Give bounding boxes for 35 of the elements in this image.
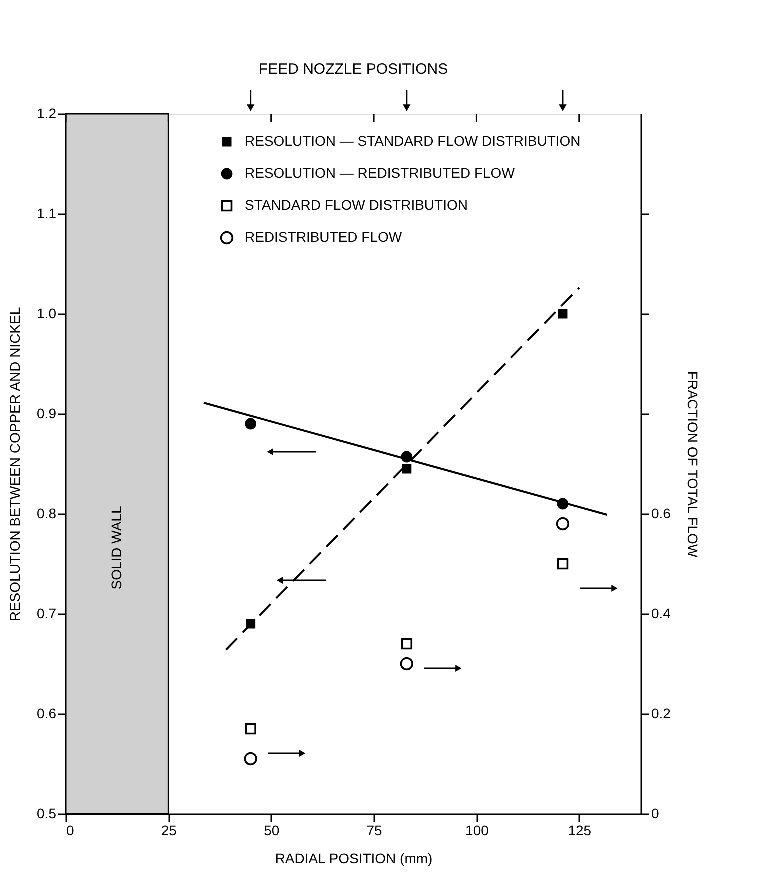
y2-tick-label: 0.2: [652, 706, 672, 722]
y-tick-label: 1.1: [37, 206, 57, 222]
legend-label: STANDARD FLOW DISTRIBUTION: [245, 197, 468, 213]
y2-tick-label: 0: [652, 806, 660, 822]
text: FEED NOZZLE POSITIONS: [258, 61, 448, 78]
point: [245, 723, 256, 735]
y-tick-label: 0.5: [37, 806, 57, 822]
y2-tick-label: 0.4: [652, 606, 672, 622]
x-tick-label: 25: [161, 822, 178, 838]
y-tick-label: 0.7: [37, 606, 57, 622]
y-tick-label: 0.9: [37, 406, 57, 422]
legend-label: REDISTRIBUTED FLOW: [245, 229, 403, 245]
y2-axis-title: FRACTION OF TOTAL FLOW: [684, 371, 701, 558]
y-tick-label: 1.2: [37, 106, 57, 122]
y-tick-label: 1.0: [37, 306, 57, 322]
y-axis-title: RESOLUTION BETWEEN COPPER AND NICKEL: [7, 307, 24, 622]
x-tick-label: 100: [466, 822, 490, 838]
point: [400, 657, 414, 671]
legend-label: RESOLUTION — REDISTRIBUTED FLOW: [245, 165, 516, 181]
band-label: SOLID WALL: [108, 506, 124, 590]
x-tick-label: 125: [568, 822, 592, 838]
x-tick-label: 75: [366, 822, 383, 838]
point: [557, 558, 569, 570]
y-tick-label: 0.8: [37, 506, 57, 522]
point: [244, 752, 258, 766]
x-axis-title: RADIAL POSITION (mm): [275, 850, 433, 866]
point: [558, 309, 568, 319]
point: [245, 418, 257, 430]
x-tick-label: 50: [264, 822, 280, 838]
y-tick-label: 0.6: [37, 706, 57, 722]
x-tick-label: 0: [66, 822, 74, 838]
point: [401, 638, 413, 650]
y2-tick-label: 0.6: [652, 506, 672, 522]
point: [556, 517, 570, 531]
legend-label: RESOLUTION — STANDARD FLOW DISTRIBUTION: [245, 133, 581, 149]
